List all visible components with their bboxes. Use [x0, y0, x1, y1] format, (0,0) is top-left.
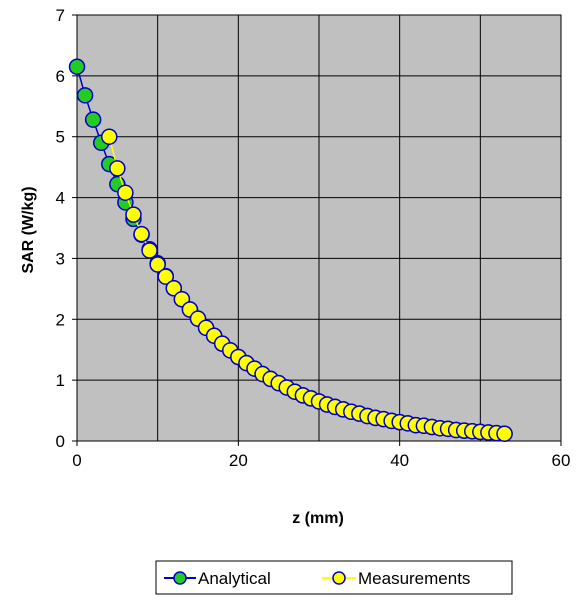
y-tick-label: 1 [56, 371, 65, 390]
analytical-point [84, 111, 102, 128]
x-tick-label: 20 [229, 451, 248, 470]
legend-analytical-label: Analytical [198, 569, 271, 588]
legend-measurements-marker [332, 571, 346, 585]
analytical-point [76, 87, 94, 104]
legend-box [155, 560, 513, 595]
plot-border [76, 14, 562, 442]
measurements-point [496, 425, 513, 442]
legend-analytical-marker [173, 571, 187, 585]
data-series [68, 58, 513, 442]
y-axis-title: SAR (W/kg) [20, 186, 37, 273]
x-tick-label: 0 [72, 451, 81, 470]
measurements-point [125, 206, 142, 223]
measurements-point [149, 256, 166, 273]
measurements-point [109, 160, 126, 177]
x-tick-label: 60 [552, 451, 571, 470]
x-tick-label: 40 [390, 451, 409, 470]
axis-ticks: 0 20 40 60 0 1 2 3 4 5 6 7 [56, 6, 571, 470]
x-axis-title: z (mm) [292, 510, 344, 527]
legend-measurements-label: Measurements [358, 569, 470, 588]
measurements-point [101, 128, 118, 145]
measurements-point [117, 184, 134, 201]
measurements-point [157, 268, 174, 285]
measurements-point [165, 279, 183, 297]
analytical-point [68, 58, 86, 75]
measurements-point [133, 225, 150, 243]
y-tick-label: 7 [56, 6, 65, 25]
y-tick-label: 2 [56, 310, 65, 329]
y-tick-label: 4 [56, 189, 65, 208]
y-tick-label: 0 [56, 432, 65, 451]
y-tick-label: 6 [56, 67, 65, 86]
legend: Analytical Measurements [155, 560, 513, 595]
measurements-point [141, 242, 158, 259]
y-tick-label: 5 [56, 128, 65, 147]
y-tick-label: 3 [56, 249, 65, 268]
